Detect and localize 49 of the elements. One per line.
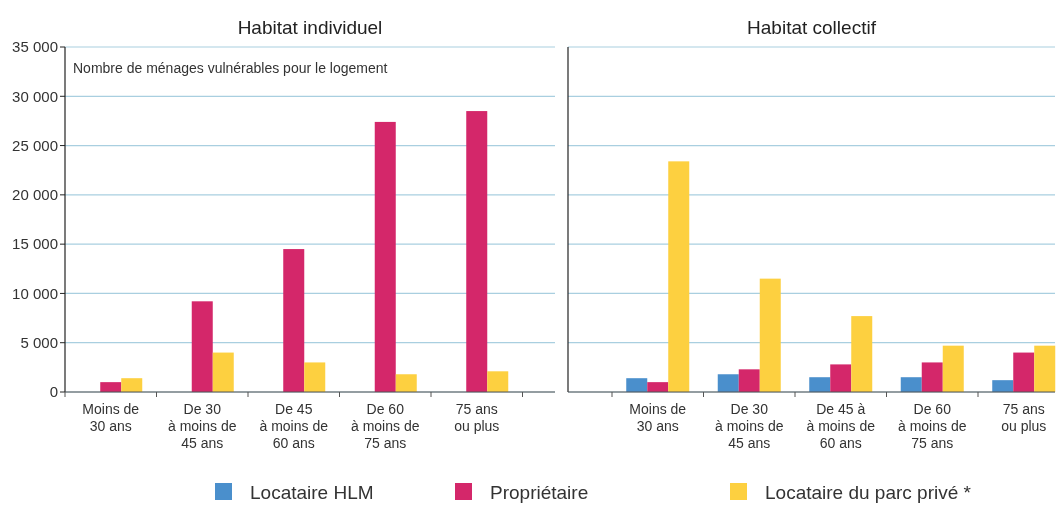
bar	[900, 377, 922, 392]
y-tick-label: 0	[49, 383, 58, 401]
bar	[121, 378, 143, 392]
x-tick-label: De 30 à moins de 45 ans	[715, 401, 784, 451]
bar	[1013, 352, 1035, 392]
y-tick-label: 20 000	[12, 186, 58, 204]
bar	[830, 364, 852, 392]
bar	[191, 301, 213, 392]
x-tick-label: 75 ans ou plus	[1001, 401, 1047, 434]
x-tick-label: De 60 à moins de 75 ans	[351, 401, 420, 451]
y-tick-label: 35 000	[12, 38, 58, 56]
x-tick-label: De 60 à moins de 75 ans	[898, 401, 967, 451]
bar	[738, 369, 760, 392]
bar	[283, 249, 305, 392]
bar	[921, 362, 943, 392]
legend-label: Locataire du parc privé *	[765, 481, 972, 503]
y-tick-label: 30 000	[12, 87, 58, 105]
bar	[466, 111, 488, 392]
x-tick-label: De 45 à à moins de 60 ans	[806, 401, 876, 451]
bar	[759, 278, 781, 392]
bar	[626, 378, 648, 392]
bar	[647, 382, 669, 392]
chart-title: Habitat collectif	[747, 17, 877, 38]
bar	[942, 345, 964, 392]
bar	[100, 382, 122, 392]
y-tick-label: 25 000	[12, 136, 58, 154]
bar	[992, 380, 1014, 392]
x-tick-label: De 30 à moins de 45 ans	[168, 401, 237, 451]
bar	[809, 377, 831, 392]
annotation: Nombre de ménages vulnérables pour le logement	[73, 60, 388, 76]
x-tick-label: Moins de 30 ans	[629, 401, 687, 434]
legend-label: Propriétaire	[490, 481, 589, 503]
bar	[1034, 345, 1056, 392]
bar	[487, 371, 509, 392]
chart-title: Habitat individuel	[237, 17, 383, 38]
y-tick-label: 15 000	[12, 235, 58, 253]
bar	[668, 161, 690, 392]
x-tick-label: Moins de 30 ans	[82, 401, 140, 434]
bar	[717, 374, 739, 392]
bar	[212, 352, 234, 392]
y-tick-label: 10 000	[12, 284, 58, 302]
x-tick-label: 75 ans ou plus	[454, 401, 500, 434]
legend-label: Locataire HLM	[250, 481, 374, 503]
bar	[304, 362, 326, 392]
bar	[851, 316, 873, 392]
x-tick-label: De 45 à moins de 60 ans	[259, 401, 329, 451]
y-tick-label: 5 000	[20, 333, 58, 351]
bar	[374, 121, 396, 392]
bar	[395, 374, 417, 392]
